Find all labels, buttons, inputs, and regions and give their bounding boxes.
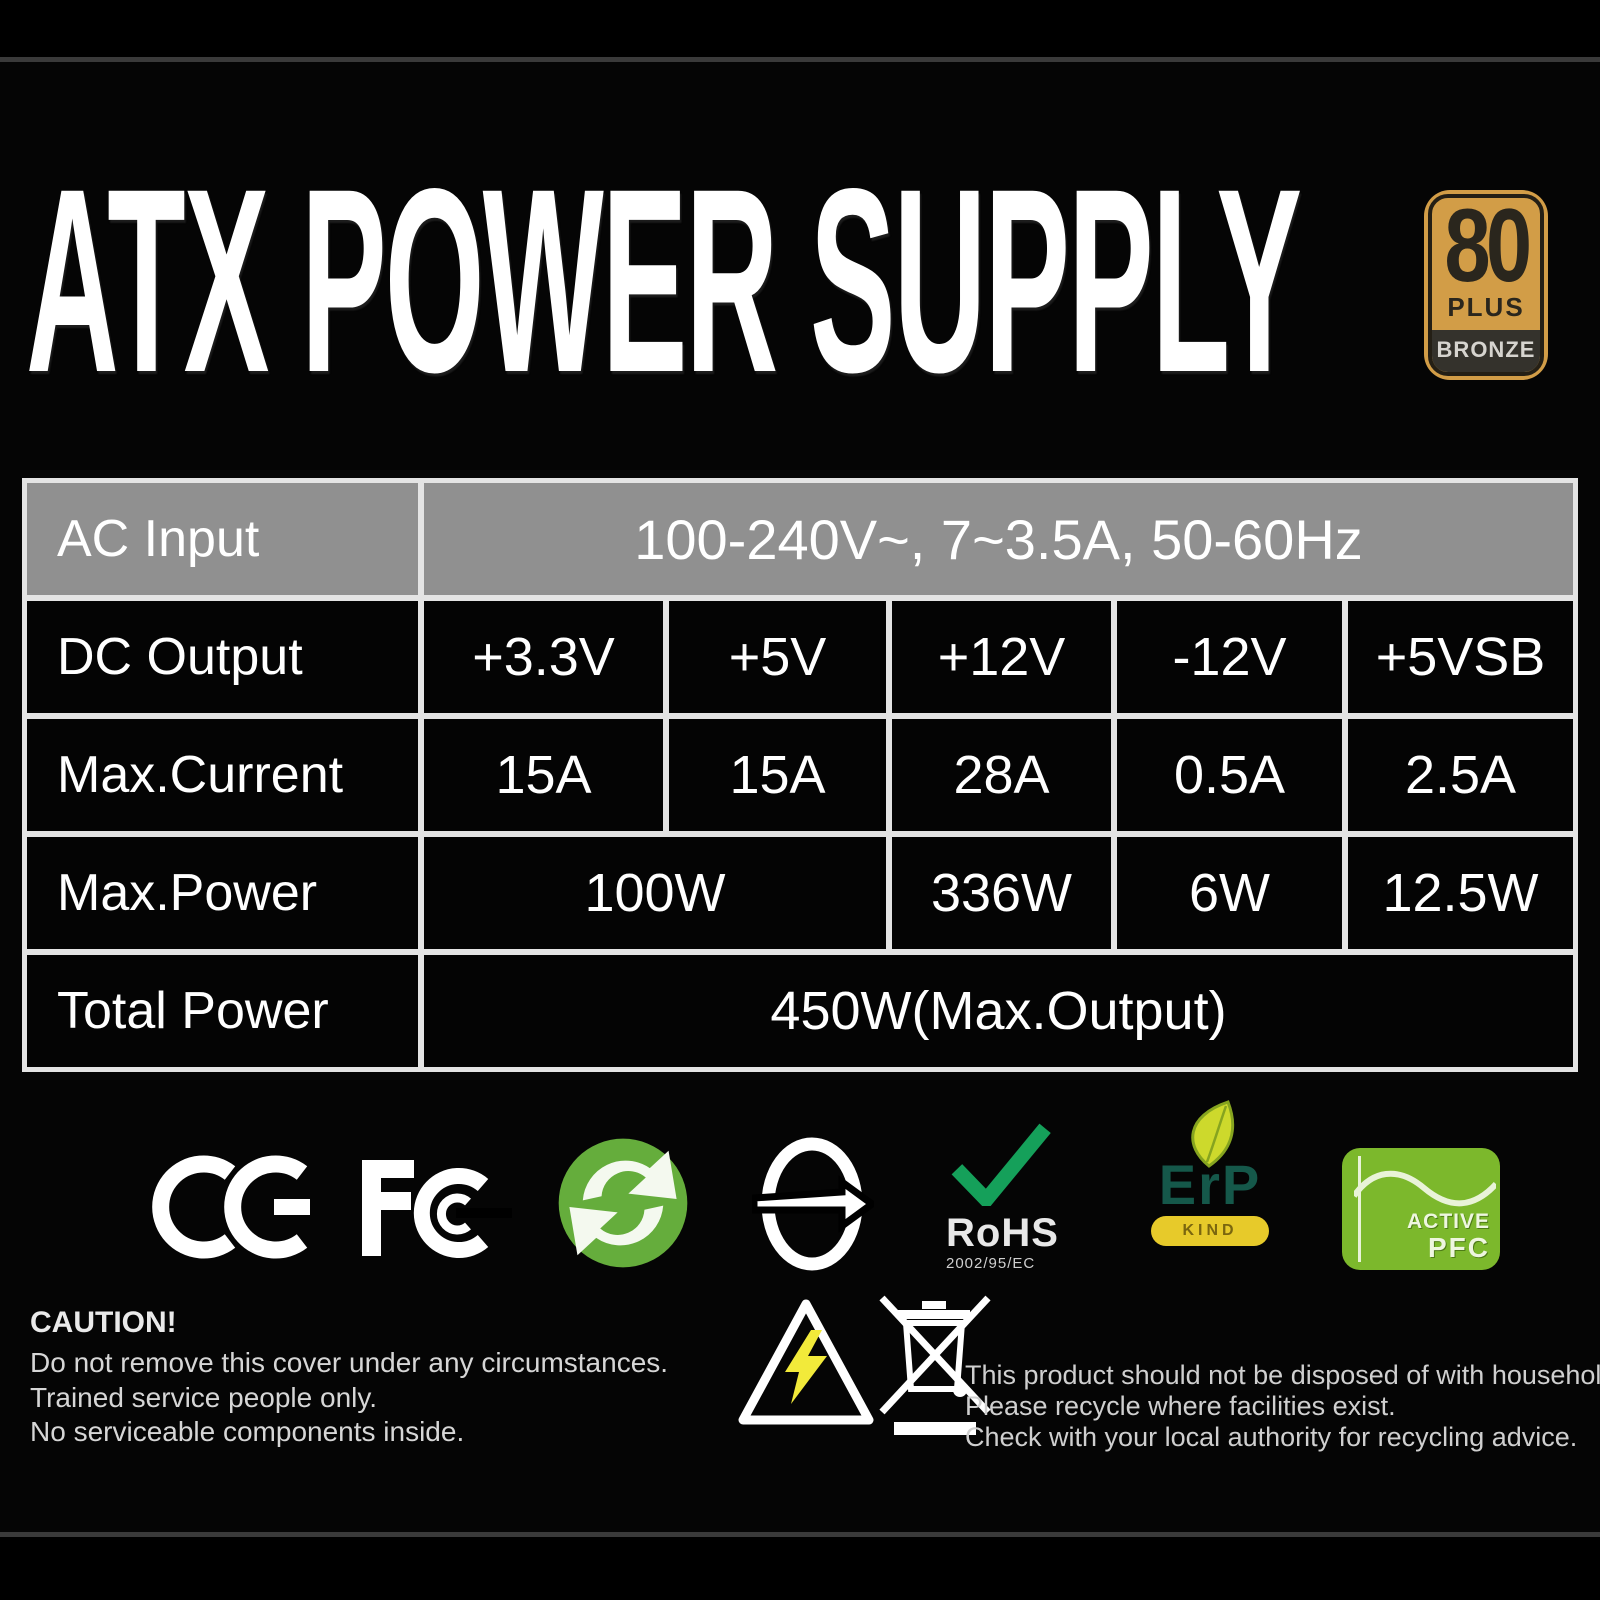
caution-line: Trained service people only.	[30, 1381, 378, 1413]
spec-row-label: Max.Current	[27, 719, 418, 831]
caution-line: Do not remove this cover under any circu…	[30, 1347, 669, 1378]
80plus-bronze-badge: 80 PLUS BRONZE	[1424, 190, 1548, 380]
spec-cell: 450W(Max.Output)	[424, 955, 1573, 1067]
rohs-label: RoHS	[946, 1211, 1059, 1255]
spec-cell: 6W	[1117, 837, 1342, 949]
badge-tier-label: BRONZE	[1432, 330, 1540, 372]
spec-cell: 12.5W	[1348, 837, 1573, 949]
spec-row-label: DC Output	[27, 601, 418, 713]
label-top-edge	[0, 57, 1600, 62]
erp-leaf	[1191, 1100, 1235, 1168]
ce-icon	[152, 1155, 310, 1259]
badge-plus-label: PLUS	[1447, 291, 1525, 322]
spec-cell: 100W	[424, 837, 886, 949]
erp-icon: ErP KIND	[1140, 1098, 1280, 1247]
spec-cell: +5V	[669, 601, 886, 713]
spec-cell: 28A	[892, 719, 1111, 831]
spec-cell: 0.5A	[1117, 719, 1342, 831]
pfc-label-active: ACTIVE	[1406, 1209, 1490, 1233]
rohs-directive: 2002/95/EC	[946, 1255, 1036, 1272]
disposal-line: Check with your local authority for recy…	[965, 1422, 1578, 1452]
spec-cell: -12V	[1117, 601, 1342, 713]
pfc-label-pfc: PFC	[1428, 1231, 1490, 1263]
active-pfc-badge: ACTIVE PFC	[1342, 1148, 1500, 1270]
high-voltage-warning-icon	[738, 1299, 874, 1425]
spec-cell: +12V	[892, 601, 1111, 713]
rohs-checkmark	[951, 1123, 1051, 1211]
spec-cell: +5VSB	[1348, 601, 1573, 713]
disposal-line: This product should not be disposed of w…	[965, 1360, 1600, 1390]
spec-cell: 336W	[892, 837, 1111, 949]
erp-banner: KIND	[1151, 1216, 1269, 1247]
erp-label: ErP	[1158, 1153, 1262, 1216]
spec-row-label: Max.Power	[27, 837, 418, 949]
rohs-icon: RoHS 2002/95/EC	[946, 1122, 1096, 1272]
pfc-wave	[1354, 1170, 1496, 1207]
weee-bin-icon	[879, 1295, 991, 1435]
green-dot-recycle-icon	[558, 1138, 688, 1268]
spec-cell: +3.3V	[424, 601, 663, 713]
disposal-block: This product should not be disposed of w…	[965, 1360, 1600, 1453]
spec-table: AC Input 100-240V~, 7~3.5A, 50-60Hz DC O…	[22, 478, 1578, 1072]
spec-cell: 100-240V~, 7~3.5A, 50-60Hz	[424, 483, 1573, 595]
spec-row-label: AC Input	[27, 483, 418, 595]
spec-cell: 15A	[424, 719, 663, 831]
page-title: ATX POWER SUPPLY	[26, 134, 1302, 427]
caution-line: No serviceable components inside.	[30, 1416, 465, 1447]
spec-cell: 2.5A	[1348, 719, 1573, 831]
circle-arrow-icon	[752, 1137, 874, 1271]
caution-heading: CAUTION!	[30, 1306, 177, 1339]
spec-cell: 15A	[669, 719, 886, 831]
caution-block: CAUTION! Do not remove this cover under …	[30, 1306, 750, 1450]
disposal-line: Please recycle where facilities exist.	[965, 1391, 1396, 1421]
pfc-axis-line	[1358, 1156, 1361, 1262]
label-bottom-edge	[0, 1532, 1600, 1537]
fcc-icon	[362, 1160, 512, 1258]
badge-number: 80	[1444, 194, 1533, 304]
spec-row-label: Total Power	[27, 955, 418, 1067]
